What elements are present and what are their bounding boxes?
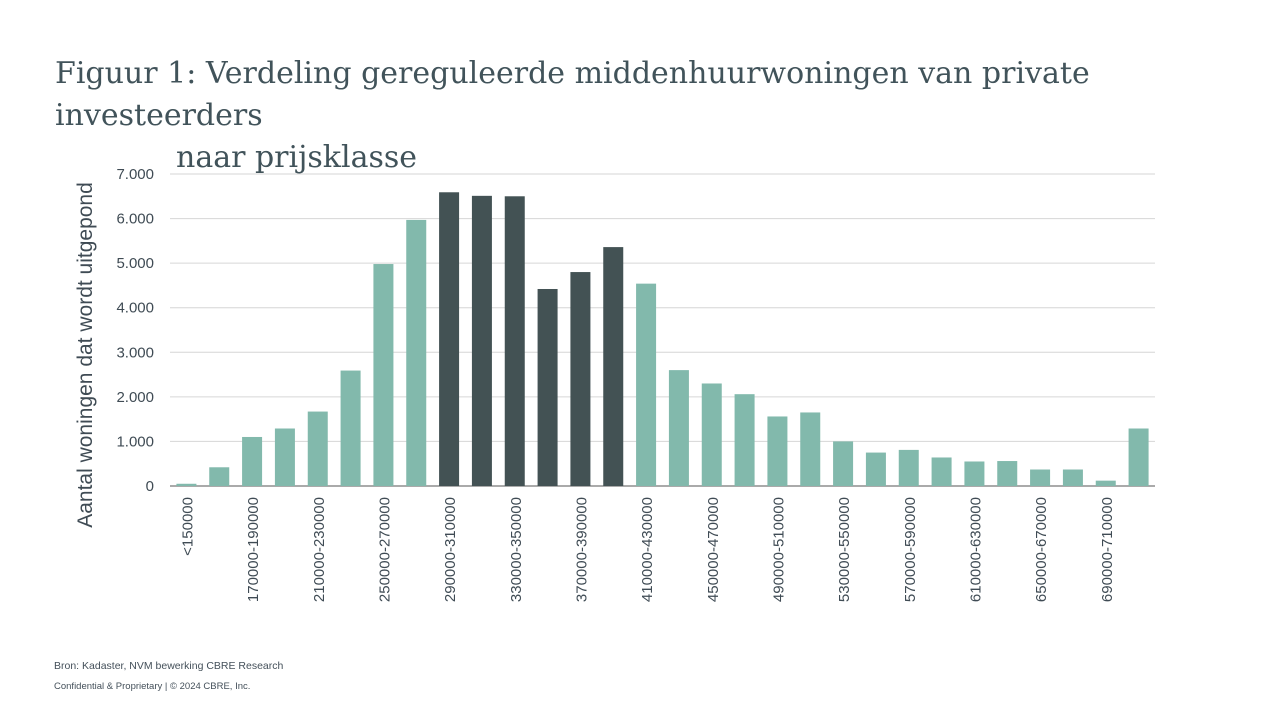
bar <box>1062 469 1083 486</box>
bar <box>274 428 295 486</box>
bar <box>800 412 821 486</box>
bar <box>570 272 591 486</box>
x-tick-label: 490000-510000 <box>770 497 787 602</box>
chart-title-line1: Figuur 1: Verdeling gereguleerde middenh… <box>55 56 1090 133</box>
y-tick-label: 7.000 <box>116 166 154 183</box>
y-tick-label: 4.000 <box>116 300 154 317</box>
bar <box>242 436 263 486</box>
confidential-note: Confidential & Proprietary | © 2024 CBRE… <box>54 681 251 692</box>
bar <box>406 219 427 486</box>
bar <box>1030 469 1051 486</box>
bar <box>504 196 525 487</box>
bar <box>997 461 1018 486</box>
source-note: Bron: Kadaster, NVM bewerking CBRE Resea… <box>54 660 284 672</box>
y-tick-label: 2.000 <box>116 389 154 406</box>
bar <box>1128 428 1149 486</box>
bar <box>307 411 328 486</box>
bar <box>636 283 657 486</box>
bar <box>471 195 492 486</box>
x-tick-label: 250000-270000 <box>376 497 393 602</box>
bar <box>209 467 230 486</box>
x-tick-label: 290000-310000 <box>442 497 459 602</box>
bar <box>373 264 394 486</box>
x-tick-label: 570000-590000 <box>902 497 919 602</box>
bar <box>865 452 886 486</box>
x-tick-label: 530000-550000 <box>836 497 853 602</box>
x-tick-label: 370000-390000 <box>573 497 590 602</box>
x-tick-label: 450000-470000 <box>705 497 722 602</box>
bar <box>964 461 985 486</box>
bar <box>668 370 689 486</box>
x-tick-label: 210000-230000 <box>311 497 328 602</box>
y-axis-title: Aantal woningen dat wordt uitgepond <box>74 182 97 528</box>
bar <box>340 370 361 486</box>
bar <box>734 394 755 486</box>
bar <box>439 192 460 486</box>
x-tick-label: 330000-350000 <box>508 497 525 602</box>
x-tick-label: 690000-710000 <box>1099 497 1116 602</box>
x-tick-label: 170000-190000 <box>245 497 262 602</box>
chart-title-line2: naar prijsklasse <box>176 140 418 175</box>
bar <box>176 483 197 486</box>
x-tick-label: <150000 <box>179 497 196 556</box>
y-tick-label: 1.000 <box>116 433 154 450</box>
x-tick-label: 650000-670000 <box>1033 497 1050 602</box>
x-tick-label: 410000-430000 <box>639 497 656 602</box>
bar <box>1095 480 1116 486</box>
bar <box>931 457 952 486</box>
bar <box>603 247 624 486</box>
y-tick-label: 3.000 <box>116 344 154 361</box>
y-tick-label: 0 <box>146 478 154 495</box>
bar <box>767 416 788 486</box>
y-tick-label: 5.000 <box>116 255 154 272</box>
bar <box>701 383 722 486</box>
bar <box>898 449 919 486</box>
chart-title: Figuur 1: Verdeling gereguleerde middenh… <box>55 53 1280 179</box>
y-tick-label: 6.000 <box>116 211 154 228</box>
x-tick-label: 610000-630000 <box>967 497 984 602</box>
bar <box>833 441 854 486</box>
bar <box>537 288 558 486</box>
